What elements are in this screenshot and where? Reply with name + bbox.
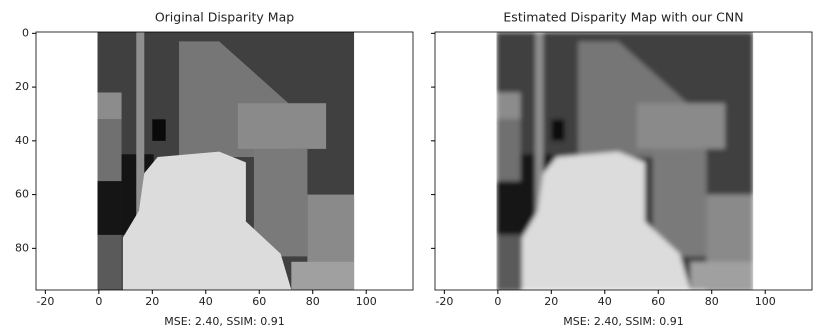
x-axis-label: MSE: 2.40, SSIM: 0.91: [563, 315, 684, 328]
x-tick-label: 60: [252, 295, 266, 308]
chart-title: Original Disparity Map: [155, 10, 294, 25]
y-tick-label: 20: [15, 80, 29, 93]
image: [496, 32, 753, 291]
x-tick-label: 0: [494, 295, 501, 308]
x-tick-label: 0: [95, 295, 102, 308]
x-tick-label: 80: [705, 295, 719, 308]
y-tick-label: 80: [15, 241, 29, 254]
x-tick-label: -20: [435, 295, 453, 308]
x-tick-label: 80: [306, 295, 320, 308]
y-tick-label: 40: [15, 134, 29, 147]
x-tick-label: 60: [651, 295, 665, 308]
chart-title: Estimated Disparity Map with our CNN: [503, 10, 743, 25]
x-tick-label: 20: [145, 295, 159, 308]
y-tick-label: 60: [15, 188, 29, 201]
x-tick-label: 100: [755, 295, 776, 308]
x-tick-label: -20: [36, 295, 54, 308]
x-axis-label: MSE: 2.40, SSIM: 0.91: [164, 315, 285, 328]
x-tick-label: 40: [199, 295, 213, 308]
x-tick-label: 20: [544, 295, 558, 308]
image-content: [97, 32, 354, 291]
image-content: [496, 32, 753, 291]
y-tick-label: 0: [22, 26, 29, 39]
x-tick-label: 40: [598, 295, 612, 308]
figure: Original Disparity Map -20 0 20 40 60 80 100 0 20…: [0, 0, 820, 330]
image: [97, 32, 354, 291]
x-tick-label: 100: [356, 295, 377, 308]
